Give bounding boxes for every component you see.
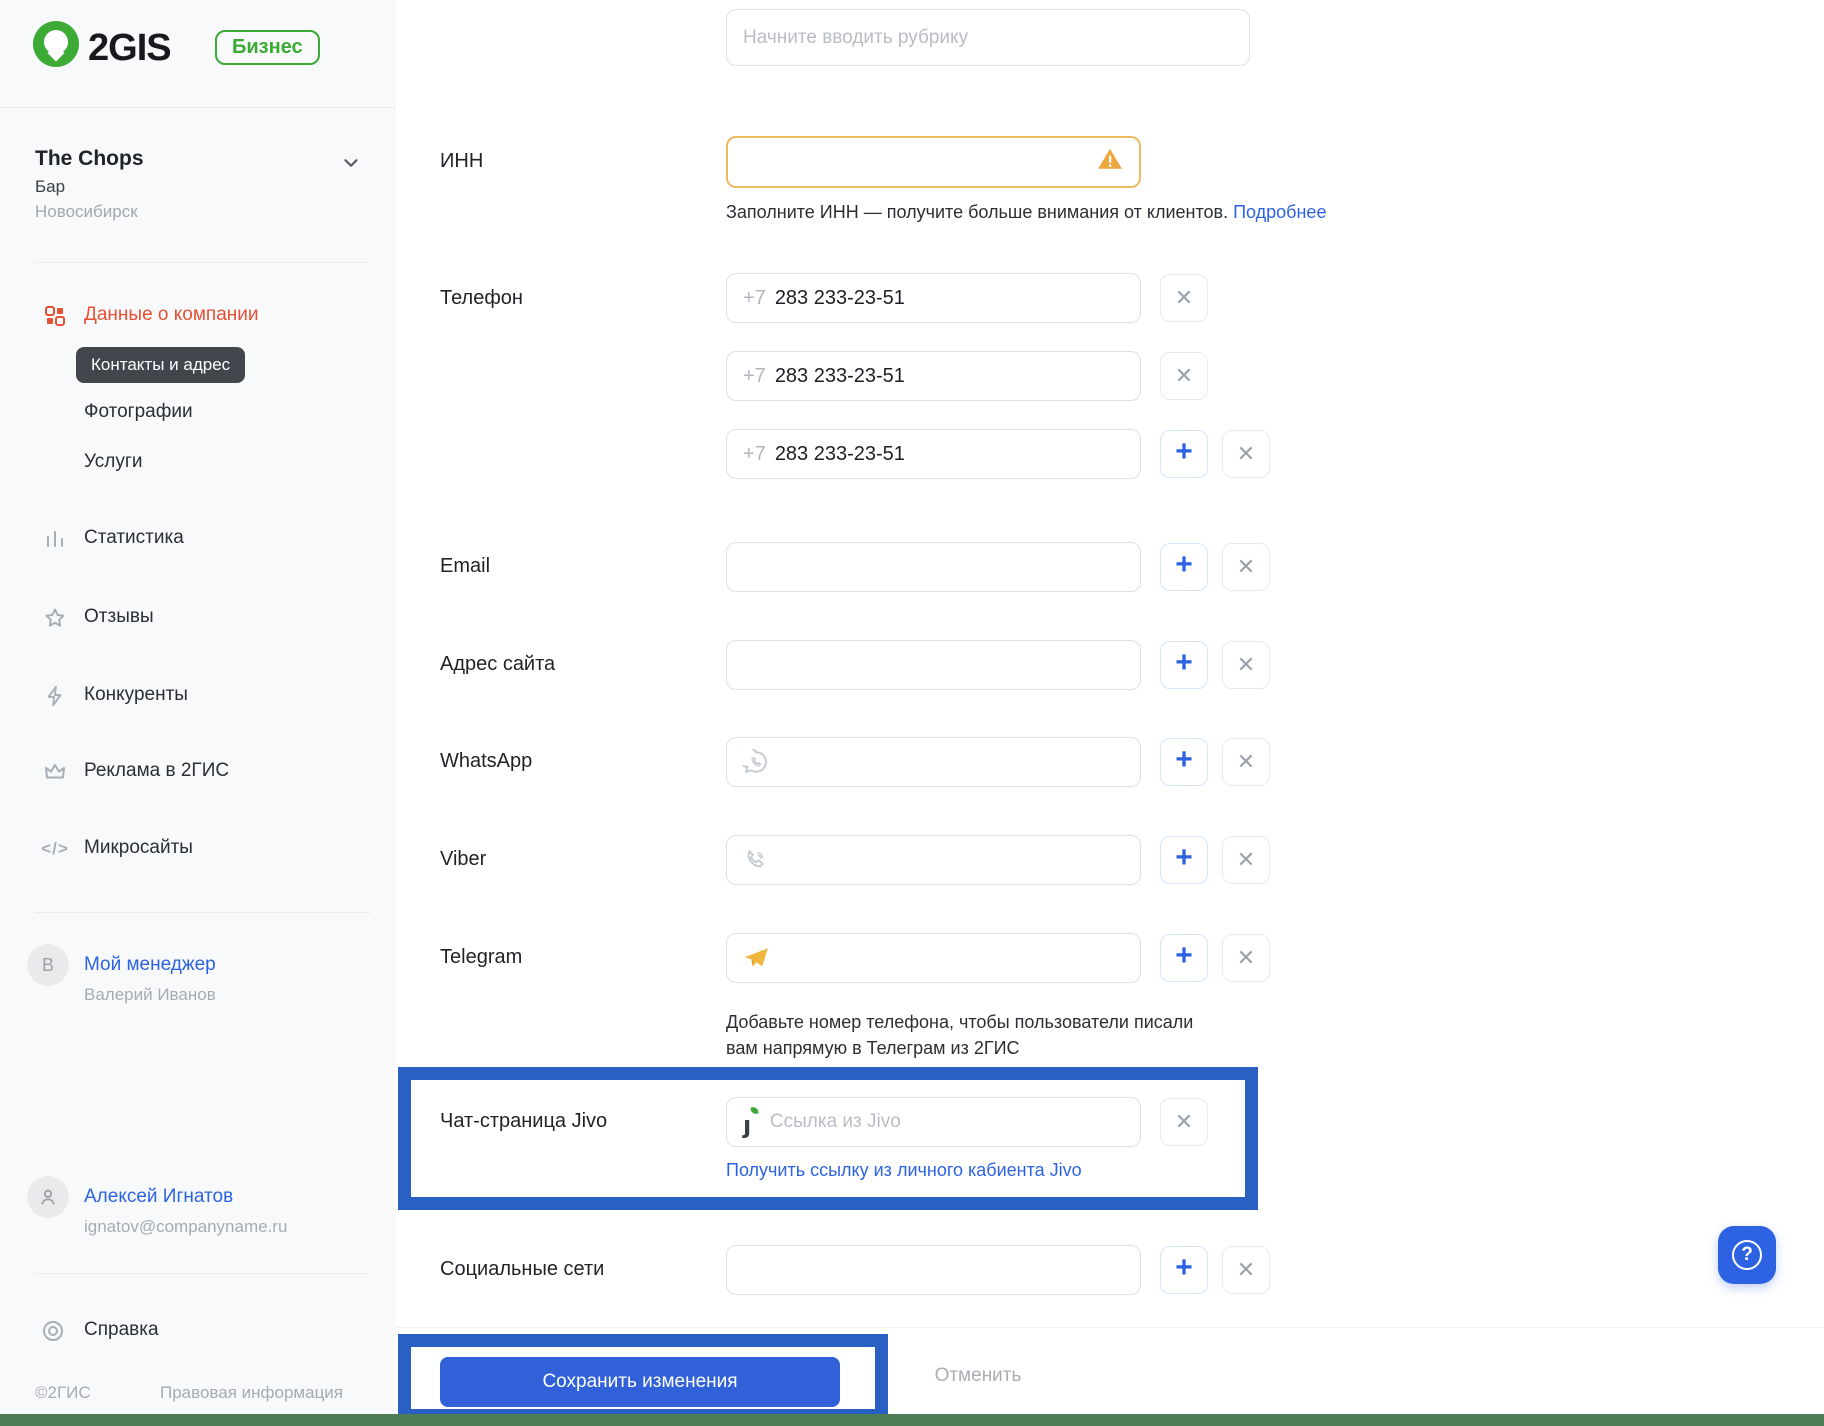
viber-label: Viber [440, 848, 487, 870]
phone-input-3[interactable]: +7 283 233-23-51 [726, 429, 1141, 479]
sidebar-item-stats[interactable]: Статистика [84, 527, 184, 548]
remove-whatsapp-button[interactable]: ✕ [1222, 738, 1270, 786]
warning-icon [1097, 146, 1123, 178]
remove-telegram-button[interactable]: ✕ [1222, 934, 1270, 982]
business-badge: Бизнес [215, 30, 320, 65]
star-icon [42, 605, 68, 631]
manager-avatar: В [27, 944, 69, 986]
sidebar-item-my-manager[interactable]: Мой менеджер [84, 954, 216, 975]
sidebar-item-help[interactable]: Справка [84, 1319, 159, 1340]
phone-prefix: +7 [743, 286, 766, 309]
email-label: Email [440, 555, 491, 577]
sidebar-item-services[interactable]: Услуги [84, 451, 143, 472]
rubric-input-wrap [726, 9, 1250, 66]
phone-prefix: +7 [743, 442, 766, 465]
code-icon: </> [41, 839, 69, 858]
inn-input[interactable] [726, 136, 1141, 188]
social-input[interactable] [726, 1245, 1141, 1295]
grid-icon [42, 303, 68, 329]
rubric-input[interactable] [743, 26, 1233, 49]
user-email: ignatov@companyname.ru [84, 1217, 288, 1236]
sidebar-item-user-profile[interactable]: Алексей Игнатов [84, 1186, 234, 1207]
inn-hint: Заполните ИНН — получите больше внимания… [726, 202, 1327, 222]
company-city: Новосибирск [35, 202, 138, 221]
remove-phone-2-button[interactable]: ✕ [1160, 352, 1208, 400]
remove-website-button[interactable]: ✕ [1222, 641, 1270, 689]
2gis-logo-icon [33, 21, 79, 67]
phone-label: Телефон [440, 287, 523, 309]
remove-email-button[interactable]: ✕ [1222, 543, 1270, 591]
inn-label: ИНН [440, 150, 484, 172]
viber-phone-icon [743, 847, 769, 873]
remove-jivo-button[interactable]: ✕ [1160, 1098, 1208, 1146]
user-avatar [27, 1176, 69, 1218]
website-input[interactable] [726, 640, 1141, 690]
jivo-input-wrap: ȷ [726, 1097, 1141, 1147]
jivo-label: Чат-страница Jivo [440, 1110, 608, 1132]
telegram-hint-line1: Добавьте номер телефона, чтобы пользоват… [726, 1012, 1194, 1032]
legal-info-link[interactable]: Правовая информация [160, 1383, 344, 1402]
sidebar-item-microsites[interactable]: Микросайты [84, 837, 193, 858]
social-label: Социальные сети [440, 1258, 605, 1280]
remove-social-button[interactable]: ✕ [1222, 1246, 1270, 1294]
crown-icon [42, 759, 68, 785]
phone-value: 283 233-23-51 [774, 286, 905, 309]
sidebar-item-competitors[interactable]: Конкуренты [84, 684, 188, 705]
add-telegram-button[interactable]: + [1160, 934, 1208, 982]
sidebar-item-ads[interactable]: Реклама в 2ГИС [84, 760, 230, 781]
sidebar-item-reviews[interactable]: Отзывы [84, 606, 154, 627]
inn-more-link[interactable]: Подробнее [1233, 202, 1327, 222]
remove-viber-button[interactable]: ✕ [1222, 836, 1270, 884]
add-email-button[interactable]: + [1160, 543, 1208, 591]
question-icon: ? [1732, 1240, 1762, 1270]
lifebuoy-icon [40, 1318, 66, 1344]
sidebar-item-company-data[interactable]: Данные о компании [84, 304, 259, 325]
phone-input-1[interactable]: +7 283 233-23-51 [726, 273, 1141, 323]
add-website-button[interactable]: + [1160, 641, 1208, 689]
manager-name: Валерий Иванов [84, 985, 216, 1004]
company-name: The Chops [35, 147, 144, 170]
phone-value: 283 233-23-51 [774, 442, 905, 465]
telegram-input[interactable] [726, 933, 1141, 983]
remove-phone-1-button[interactable]: ✕ [1160, 274, 1208, 322]
add-social-button[interactable]: + [1160, 1246, 1208, 1294]
help-fab-button[interactable]: ? [1718, 1226, 1776, 1284]
whatsapp-input[interactable] [726, 737, 1141, 787]
bar-chart-icon [42, 526, 68, 552]
chevron-down-icon[interactable] [340, 152, 362, 174]
lightning-icon [42, 683, 68, 709]
phone-value: 283 233-23-51 [774, 364, 905, 387]
add-whatsapp-button[interactable]: + [1160, 738, 1208, 786]
telegram-label: Telegram [440, 946, 523, 968]
viber-input[interactable] [726, 835, 1141, 885]
add-phone-button[interactable]: + [1160, 430, 1208, 478]
company-type: Бар [35, 177, 66, 196]
logo-text: 2GIS [88, 27, 172, 69]
remove-phone-3-button[interactable]: ✕ [1222, 430, 1270, 478]
sidebar-item-contacts-address[interactable]: Контакты и адрес [76, 347, 246, 383]
whatsapp-label: WhatsApp [440, 750, 533, 772]
email-input[interactable] [726, 542, 1141, 592]
telegram-plane-icon [743, 945, 769, 971]
telegram-hint-line2: вам напрямую в Телеграм из 2ГИС [726, 1038, 1020, 1058]
website-label: Адрес сайта [440, 653, 556, 675]
save-button[interactable]: Сохранить изменения [440, 1357, 840, 1407]
cancel-button[interactable]: Отменить [934, 1365, 1022, 1386]
phone-prefix: +7 [743, 364, 766, 387]
sidebar-item-photos[interactable]: Фотографии [84, 401, 193, 422]
add-viber-button[interactable]: + [1160, 836, 1208, 884]
jivo-icon: ȷ [743, 1106, 759, 1139]
bottom-green-strip [0, 1414, 1824, 1426]
jivo-get-link: Получить ссылку из личного кабиента Jivo [726, 1160, 1082, 1180]
whatsapp-icon [743, 749, 769, 775]
phone-input-2[interactable]: +7 283 233-23-51 [726, 351, 1141, 401]
copyright: ©2ГИС [35, 1383, 91, 1402]
jivo-link-input[interactable] [769, 1111, 1124, 1133]
sidebar: 2GIS Бизнес The Chops Бар Новосибирск Да… [0, 0, 396, 1426]
